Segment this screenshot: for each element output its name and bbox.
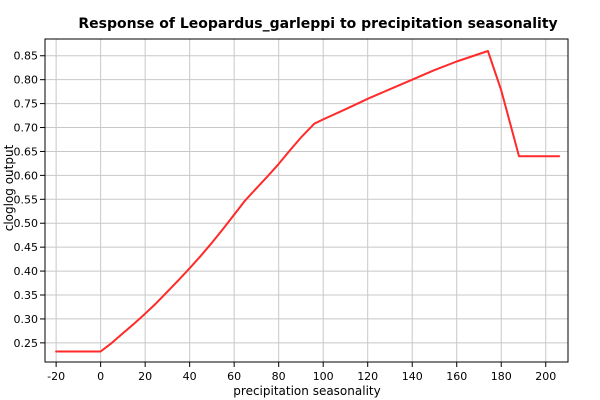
- x-tick-label: -20: [47, 370, 65, 383]
- x-tick-label: 60: [227, 370, 241, 383]
- x-tick-label: 120: [357, 370, 378, 383]
- chart-title: Response of Leopardus_garleppi to precip…: [78, 16, 557, 32]
- y-tick-label: 0.65: [14, 145, 39, 158]
- x-tick-label: 200: [535, 370, 556, 383]
- y-tick-label: 0.30: [14, 313, 39, 326]
- y-tick-label: 0.70: [14, 122, 39, 135]
- x-axis-label: precipitation seasonality: [233, 384, 380, 398]
- x-tick-label: 80: [272, 370, 286, 383]
- series-layer: [55, 50, 561, 353]
- response-curve: [55, 50, 561, 353]
- x-tick-label: 20: [138, 370, 152, 383]
- x-tick-label: 40: [183, 370, 197, 383]
- y-axis-label: cloglog output: [2, 144, 16, 231]
- y-axis-ticks: 0.25 0.30 0.35 0.40 0.45 0.50 0.55 0.60 0.65 0.70…: [14, 50, 45, 350]
- y-tick-label: 0.75: [14, 98, 39, 111]
- x-tick-label: 100: [313, 370, 334, 383]
- plot-frame: [44, 38, 569, 363]
- y-tick-label: 0.40: [14, 265, 39, 278]
- x-tick-label: 160: [446, 370, 467, 383]
- x-axis-ticks: -20 0 20 40 60 80 100 120 140 160 180 200: [47, 362, 556, 383]
- x-tick-label: 180: [491, 370, 512, 383]
- y-tick-label: 0.35: [14, 289, 39, 302]
- y-tick-label: 0.85: [14, 50, 39, 63]
- y-tick-label: 0.80: [14, 74, 39, 87]
- y-tick-label: 0.45: [14, 241, 39, 254]
- y-tick-label: 0.50: [14, 217, 39, 230]
- x-tick-label: 0: [97, 370, 104, 383]
- x-tick-label: 140: [402, 370, 423, 383]
- y-tick-label: 0.25: [14, 337, 39, 350]
- grid: [45, 39, 568, 362]
- y-tick-label: 0.60: [14, 169, 39, 182]
- y-tick-label: 0.55: [14, 193, 39, 206]
